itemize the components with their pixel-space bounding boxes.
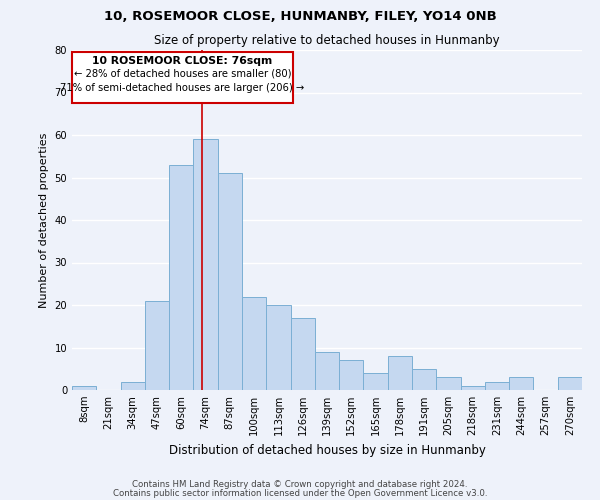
Text: Contains public sector information licensed under the Open Government Licence v3: Contains public sector information licen… xyxy=(113,490,487,498)
Title: Size of property relative to detached houses in Hunmanby: Size of property relative to detached ho… xyxy=(154,34,500,48)
Bar xyxy=(461,386,485,390)
Bar xyxy=(558,378,582,390)
Bar xyxy=(388,356,412,390)
Bar xyxy=(290,318,315,390)
Y-axis label: Number of detached properties: Number of detached properties xyxy=(39,132,49,308)
FancyBboxPatch shape xyxy=(72,52,293,103)
Text: ← 28% of detached houses are smaller (80): ← 28% of detached houses are smaller (80… xyxy=(74,68,291,78)
Text: 10 ROSEMOOR CLOSE: 76sqm: 10 ROSEMOOR CLOSE: 76sqm xyxy=(92,56,272,66)
Text: Contains HM Land Registry data © Crown copyright and database right 2024.: Contains HM Land Registry data © Crown c… xyxy=(132,480,468,489)
Bar xyxy=(266,305,290,390)
Bar xyxy=(242,296,266,390)
Bar xyxy=(145,300,169,390)
Bar xyxy=(315,352,339,390)
Bar xyxy=(412,369,436,390)
X-axis label: Distribution of detached houses by size in Hunmanby: Distribution of detached houses by size … xyxy=(169,444,485,456)
Bar xyxy=(218,174,242,390)
Bar xyxy=(436,378,461,390)
Bar xyxy=(121,382,145,390)
Bar xyxy=(509,378,533,390)
Bar xyxy=(169,165,193,390)
Text: 71% of semi-detached houses are larger (206) →: 71% of semi-detached houses are larger (… xyxy=(61,83,305,93)
Bar xyxy=(193,139,218,390)
Bar xyxy=(364,373,388,390)
Text: 10, ROSEMOOR CLOSE, HUNMANBY, FILEY, YO14 0NB: 10, ROSEMOOR CLOSE, HUNMANBY, FILEY, YO1… xyxy=(104,10,496,23)
Bar xyxy=(339,360,364,390)
Bar xyxy=(72,386,96,390)
Bar xyxy=(485,382,509,390)
